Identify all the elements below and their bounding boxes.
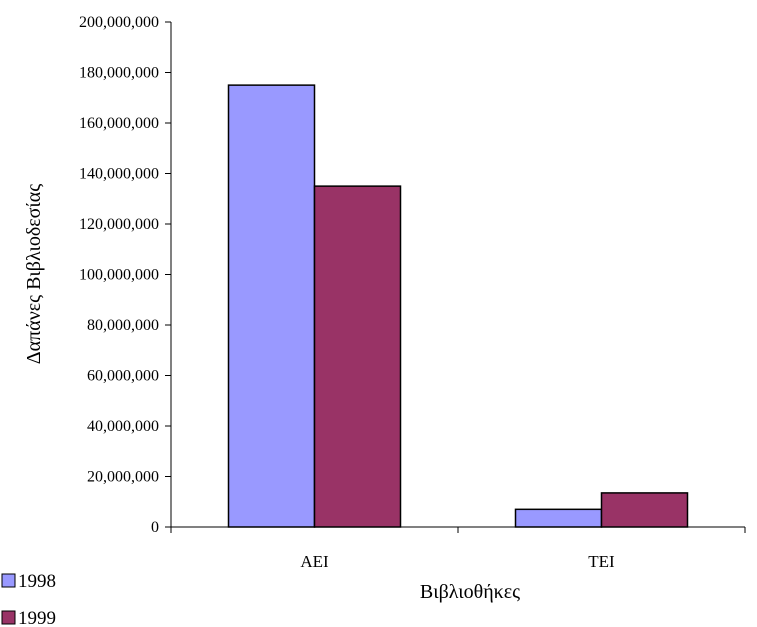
y-axis-ticks: 0 20,000,000 40,000,000 60,000,000 80,000,00…: [79, 14, 171, 536]
bars: [227, 84, 689, 528]
legend: 1998 1999: [1, 571, 56, 627]
x-axis-category-labels: ΑΕΙ ΤΕΙ: [300, 552, 615, 571]
bar-ΑΕΙ-1999: [313, 185, 402, 528]
y-axis-title: Δαπάνες Βιβλιοδεσίας: [23, 184, 45, 364]
y-tick-label: 100,000,000: [79, 267, 159, 284]
y-tick-label: 200,000,000: [79, 14, 159, 31]
bar-ΤΕΙ-1999: [600, 492, 689, 528]
x-axis-title: Βιβλιοθήκες: [420, 581, 520, 603]
y-tick-label: 160,000,000: [79, 115, 159, 132]
y-tick-label: 0: [151, 519, 159, 536]
x-category-label: ΑΕΙ: [300, 552, 329, 571]
y-tick-label: 20,000,000: [87, 469, 159, 486]
y-tick-label: 180,000,000: [79, 65, 159, 82]
y-tick-label: 60,000,000: [87, 368, 159, 385]
legend-swatch-1998: [1, 573, 16, 588]
legend-label-1999: 1999: [18, 608, 56, 627]
y-tick-label: 120,000,000: [79, 216, 159, 233]
legend-label-1998: 1998: [18, 571, 56, 592]
y-tick-label: 140,000,000: [79, 166, 159, 183]
bar-ΤΕΙ-1998: [514, 508, 603, 528]
x-axis-ticks: [170, 527, 746, 533]
y-tick-label: 40,000,000: [87, 418, 159, 435]
y-tick-label: 80,000,000: [87, 317, 159, 334]
bar-ΑΕΙ-1998: [227, 84, 316, 528]
x-category-label: ΤΕΙ: [588, 552, 615, 571]
legend-swatch-1999: [1, 610, 16, 625]
